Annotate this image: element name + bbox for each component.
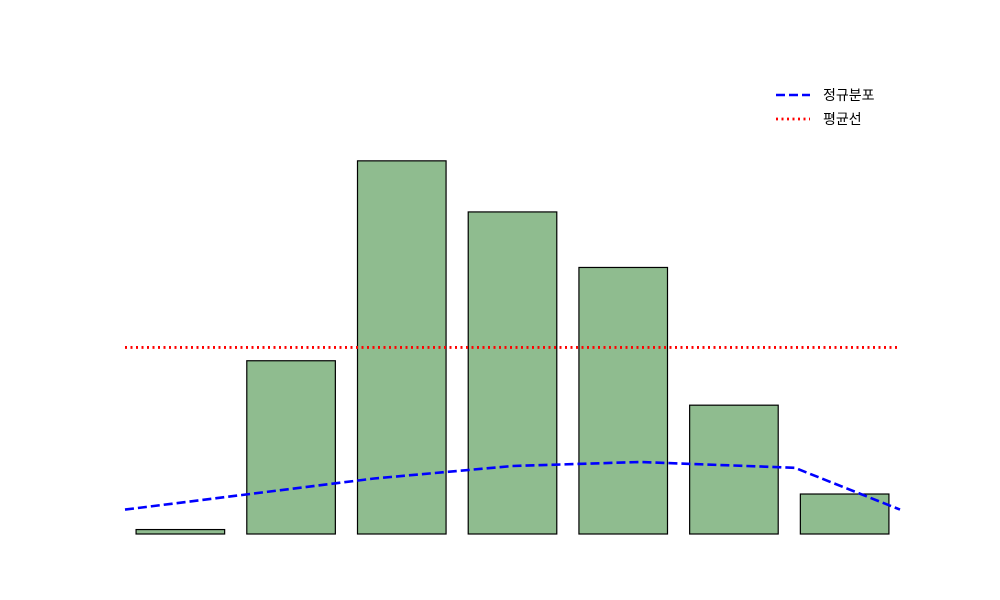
bar-5 [578,266,669,535]
bar-6 [689,404,779,535]
legend-label-normal-dist: 정규분포 [823,88,875,104]
bar-1 [135,528,226,535]
legend-label-mean-line: 평균선 [823,112,862,128]
bars-layer [135,160,890,535]
bar-4 [467,211,558,535]
bar-2 [246,360,336,535]
bar-3 [356,160,447,535]
legend: 정규분포 평균선 [776,88,875,128]
normal-distribution-line [124,460,901,511]
lines-layer [124,346,901,511]
